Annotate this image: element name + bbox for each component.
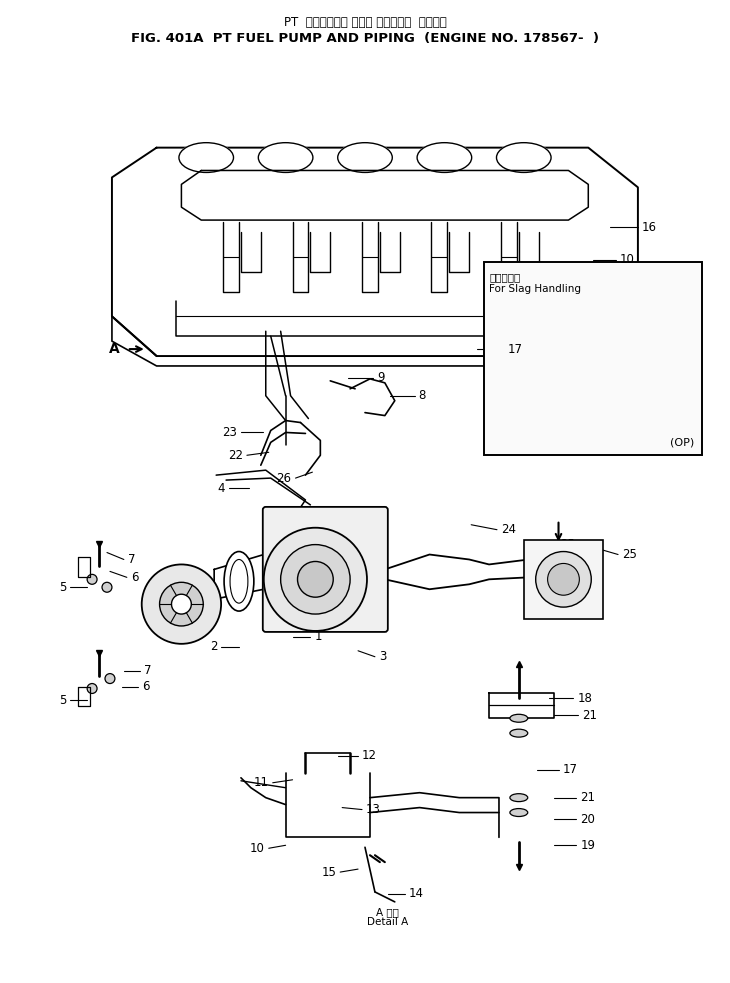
Text: 21: 21 bbox=[583, 709, 597, 722]
Text: 16: 16 bbox=[642, 220, 657, 234]
Circle shape bbox=[102, 582, 112, 592]
Ellipse shape bbox=[417, 143, 472, 172]
Text: 6: 6 bbox=[142, 680, 149, 693]
Circle shape bbox=[264, 528, 367, 631]
Circle shape bbox=[172, 594, 191, 614]
Circle shape bbox=[87, 574, 97, 584]
Text: 17: 17 bbox=[508, 343, 523, 356]
Text: 19: 19 bbox=[580, 838, 596, 852]
Text: 3: 3 bbox=[379, 650, 386, 664]
Text: 23: 23 bbox=[222, 426, 237, 439]
Text: For Slag Handling: For Slag Handling bbox=[489, 283, 581, 294]
Text: FIG. 401A  PT FUEL PUMP AND PIPING  (ENGINE NO. 178567-  ): FIG. 401A PT FUEL PUMP AND PIPING (ENGIN… bbox=[131, 31, 599, 44]
Text: ノロ処理用: ノロ処理用 bbox=[489, 271, 520, 282]
Text: A: A bbox=[109, 342, 120, 356]
Circle shape bbox=[160, 582, 203, 626]
Text: 7: 7 bbox=[144, 665, 151, 677]
Text: 9: 9 bbox=[377, 372, 385, 384]
Bar bbox=[484, 261, 702, 455]
FancyBboxPatch shape bbox=[263, 507, 388, 632]
Ellipse shape bbox=[510, 793, 528, 801]
Text: 10: 10 bbox=[250, 841, 265, 855]
Text: 20: 20 bbox=[580, 813, 595, 826]
Text: 18: 18 bbox=[577, 692, 592, 705]
Text: 22: 22 bbox=[228, 449, 243, 462]
Ellipse shape bbox=[510, 729, 528, 737]
Text: 4: 4 bbox=[218, 482, 225, 494]
Ellipse shape bbox=[258, 143, 313, 172]
Text: 25: 25 bbox=[561, 538, 575, 551]
Text: 13: 13 bbox=[366, 803, 381, 816]
Circle shape bbox=[298, 561, 333, 598]
Ellipse shape bbox=[179, 143, 234, 172]
Ellipse shape bbox=[338, 143, 392, 172]
Ellipse shape bbox=[510, 809, 528, 817]
Circle shape bbox=[536, 551, 591, 607]
Ellipse shape bbox=[224, 551, 254, 611]
Text: 11: 11 bbox=[254, 777, 269, 789]
Text: 24: 24 bbox=[501, 523, 516, 536]
Text: 5: 5 bbox=[59, 581, 66, 594]
Ellipse shape bbox=[496, 143, 551, 172]
Text: 1: 1 bbox=[315, 630, 322, 644]
Circle shape bbox=[87, 683, 97, 693]
Text: A 詳細: A 詳細 bbox=[377, 906, 399, 917]
Text: 15: 15 bbox=[321, 866, 337, 879]
Text: 6: 6 bbox=[131, 571, 138, 584]
Text: Detail A: Detail A bbox=[367, 917, 409, 927]
Text: 7: 7 bbox=[128, 553, 135, 566]
Text: PT  フェルポンプ および パイピング  適用号機: PT フェルポンプ および パイピング 適用号機 bbox=[284, 16, 446, 29]
Text: 12: 12 bbox=[362, 749, 377, 763]
Text: 2: 2 bbox=[210, 640, 217, 654]
Circle shape bbox=[280, 545, 350, 614]
Text: (OP): (OP) bbox=[670, 437, 694, 447]
Text: 17: 17 bbox=[563, 764, 577, 777]
Text: 25: 25 bbox=[622, 548, 637, 561]
Circle shape bbox=[105, 673, 115, 683]
Bar bbox=[524, 540, 603, 619]
Text: 21: 21 bbox=[580, 791, 596, 804]
Circle shape bbox=[142, 564, 221, 644]
Text: 5: 5 bbox=[59, 694, 66, 707]
Text: 26: 26 bbox=[277, 472, 291, 485]
Ellipse shape bbox=[510, 715, 528, 723]
Text: 10: 10 bbox=[620, 254, 635, 266]
Text: 14: 14 bbox=[409, 888, 423, 900]
Text: 8: 8 bbox=[418, 389, 426, 402]
Circle shape bbox=[548, 563, 580, 595]
